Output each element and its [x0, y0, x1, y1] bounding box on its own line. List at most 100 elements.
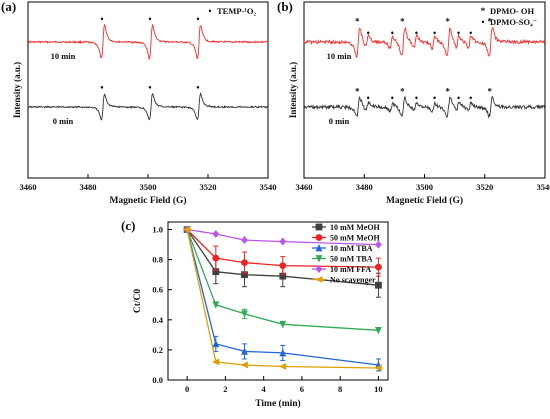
x-tick-label: 2: [223, 384, 227, 394]
x-tick-label: 3500: [140, 182, 157, 192]
x-tick-label: 3540: [537, 182, 550, 192]
x-tick-label: 3520: [476, 182, 493, 192]
peak-marker: •: [367, 93, 370, 103]
data-point: [241, 271, 248, 279]
peak-marker: *: [488, 16, 493, 26]
panel-label: (c): [121, 218, 135, 233]
peak-marker: •: [367, 28, 370, 38]
series-label: 0 min: [53, 116, 74, 126]
y-tick-label: 0.6: [152, 285, 163, 295]
peak-marker: •: [457, 93, 460, 103]
x-tick-label: 3460: [20, 182, 37, 192]
y-axis-label: Intensity (a.u.): [12, 62, 22, 118]
data-point: [279, 262, 287, 270]
x-tick-label: 6: [300, 384, 304, 394]
peak-marker: •: [457, 28, 460, 38]
legend-marker: [315, 265, 323, 273]
x-tick-label: 3520: [200, 182, 217, 192]
peak-marker: •: [100, 14, 103, 24]
data-point: [211, 358, 220, 366]
peak-marker: *: [445, 16, 450, 26]
legend-symbol: *: [481, 6, 486, 16]
legend-label: 10 mM MeOH: [330, 223, 381, 232]
peak-marker: •: [148, 14, 151, 24]
y-tick-label: 1.0: [152, 225, 163, 235]
legend-marker: [315, 223, 323, 231]
data-point: [279, 272, 287, 280]
peak-marker: •: [148, 83, 151, 93]
x-tick-label: 3460: [296, 182, 313, 192]
peak-marker: *: [355, 86, 360, 96]
epr-trace: [303, 26, 546, 58]
legend-label: No scavenger: [330, 276, 376, 285]
panel-label: (a): [1, 0, 16, 14]
x-axis-label: Magnetic Field (G): [386, 195, 463, 206]
peak-marker: •: [433, 28, 436, 38]
peak-marker: •: [415, 28, 418, 38]
x-tick-label: 10: [374, 384, 383, 394]
x-tick-label: 3500: [416, 182, 433, 192]
legend-marker: [315, 255, 323, 263]
legend-marker: [315, 244, 323, 252]
data-point: [212, 254, 220, 262]
data-point: [375, 326, 382, 335]
x-tick-label: 3480: [80, 182, 97, 192]
x-tick-label: 8: [338, 384, 342, 394]
x-tick-label: 4: [262, 384, 267, 394]
peak-marker: *: [488, 86, 493, 96]
legend-label: DPMO-SO₄⁻: [490, 17, 537, 27]
legend-label: DPMO- OH: [490, 6, 535, 16]
plot-frame: [167, 221, 389, 381]
y-tick-label: 0.2: [152, 345, 163, 355]
peak-marker: •: [391, 93, 394, 103]
data-point: [241, 347, 248, 355]
epr-trace: [27, 92, 269, 121]
data-point: [183, 226, 191, 233]
peak-marker: •: [196, 83, 199, 93]
peak-marker: *: [355, 16, 360, 26]
legend-label: TEMP-¹O₂: [217, 6, 257, 16]
x-tick-label: 3480: [356, 182, 373, 192]
peak-marker: •: [433, 93, 436, 103]
data-point: [374, 364, 382, 372]
legend-symbol: •: [208, 6, 211, 16]
y-tick-label: 0.8: [152, 255, 163, 265]
x-tick-label: 3540: [260, 182, 277, 192]
legend-label: 50 mM MeOH: [330, 234, 381, 243]
data-point: [240, 361, 248, 369]
data-point: [212, 268, 220, 276]
peak-marker: *: [400, 16, 405, 26]
data-point: [241, 259, 248, 267]
data-point: [375, 281, 382, 289]
legend-label: 10 mM TBA: [330, 244, 373, 253]
peak-marker: •: [415, 93, 418, 103]
legend-marker: [315, 276, 323, 283]
plot-frame: [303, 1, 546, 179]
data-point: [279, 348, 287, 357]
y-tick-label: 0.4: [152, 315, 163, 325]
panel-label: (b): [277, 0, 293, 14]
series-label: 10 min: [327, 51, 352, 61]
series-label: 10 min: [51, 51, 76, 61]
legend-label: 10 mM FFA: [330, 265, 371, 274]
peak-marker: •: [100, 83, 103, 93]
x-axis-label: Time (min): [255, 398, 300, 409]
x-tick-label: 0: [185, 384, 189, 394]
epr-trace: [27, 23, 269, 61]
peak-marker: *: [445, 86, 450, 96]
legend-label: 50 mM TBA: [330, 255, 373, 264]
x-axis-label: Magnetic Field (G): [109, 195, 186, 206]
peak-marker: *: [400, 86, 405, 96]
data-point: [375, 240, 382, 249]
legend-marker: [315, 234, 323, 241]
data-point: [279, 237, 287, 246]
data-point: [212, 230, 220, 239]
data-point: [278, 363, 287, 370]
epr-trace: [303, 95, 546, 119]
data-point: [212, 339, 220, 348]
legend-symbol: •: [481, 17, 484, 27]
data-point: [212, 301, 220, 309]
series-label: 0 min: [329, 116, 350, 126]
